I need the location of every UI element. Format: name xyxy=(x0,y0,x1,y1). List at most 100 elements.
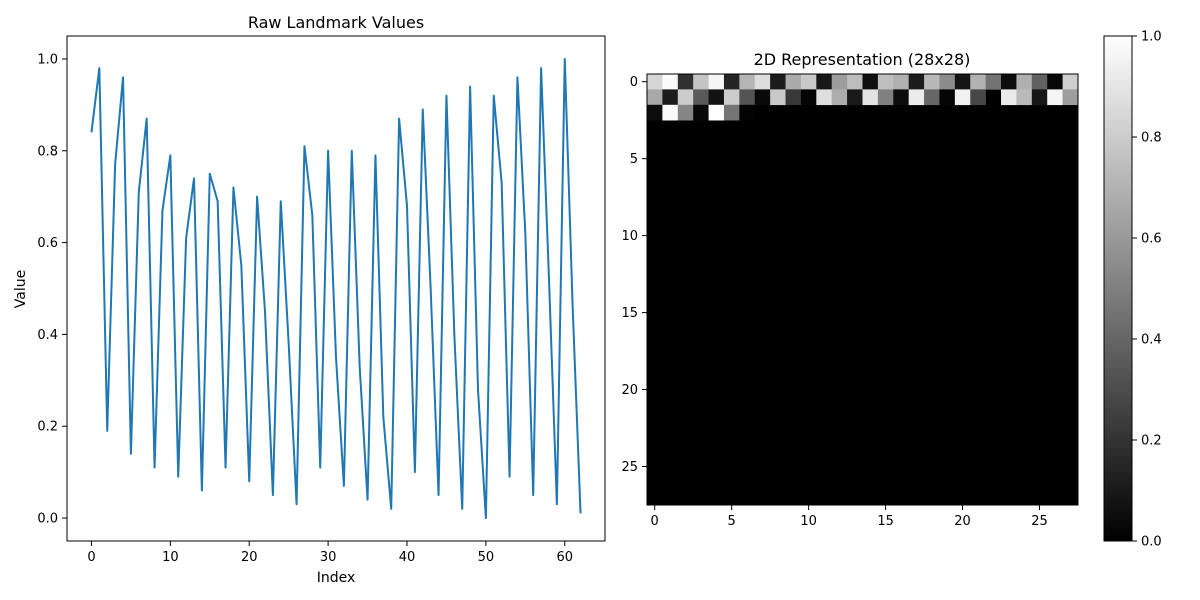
heatmap-cell xyxy=(785,89,802,106)
line-chart-y-tick-label: 0.4 xyxy=(37,328,58,343)
heatmap-cell xyxy=(770,89,786,106)
heatmap-cell xyxy=(739,74,756,90)
heatmap-x-tick-label: 5 xyxy=(728,514,736,529)
heatmap-cell xyxy=(754,89,771,106)
line-chart-y-tick-label: 0.6 xyxy=(37,236,58,251)
heatmap-cell xyxy=(1031,89,1048,106)
heatmap-cell xyxy=(662,74,679,90)
colorbar-tick-label: 1.0 xyxy=(1141,30,1162,45)
heatmap-cell xyxy=(924,89,940,106)
heatmap-cell xyxy=(847,74,863,90)
heatmap-x-tick-label: 10 xyxy=(800,514,817,529)
heatmap-y-tick-label: 20 xyxy=(621,383,638,398)
line-chart-x-tick-label: 20 xyxy=(241,550,258,565)
heatmap-cell xyxy=(908,89,925,106)
heatmap-cell xyxy=(662,104,679,121)
heatmap-cell xyxy=(647,89,663,106)
heatmap-cell xyxy=(985,74,1002,90)
heatmap-cell xyxy=(893,74,909,90)
heatmap-cell xyxy=(647,74,663,90)
colorbar-tick-label: 0.8 xyxy=(1141,131,1162,146)
line-chart-x-tick-label: 50 xyxy=(478,550,495,565)
heatmap-y-tick-label: 25 xyxy=(621,460,638,475)
heatmap-y-tick-label: 0 xyxy=(630,75,638,90)
line-chart-plot-frame xyxy=(66,35,606,542)
heatmap-cell xyxy=(723,104,740,121)
line-chart-series xyxy=(90,57,582,520)
heatmap-frame xyxy=(646,73,1079,506)
heatmap-y-ticks: 0 5 10 15 20 25 xyxy=(621,75,647,475)
heatmap-cell xyxy=(893,89,909,106)
heatmap-cell xyxy=(1062,74,1079,90)
heatmap-y-tick-label: 10 xyxy=(621,229,638,244)
heatmap-y-tick-label: 15 xyxy=(621,306,638,321)
line-chart-y-ticks: 0.0 0.2 0.4 0.6 0.8 1.0 xyxy=(37,52,67,527)
heatmap-cell xyxy=(1031,74,1048,90)
heatmap-cell xyxy=(862,89,879,106)
heatmap-cell xyxy=(723,89,740,106)
line-chart: Raw Landmark Values 0 10 20 30 40 50 60 0.0 0.2… xyxy=(13,13,606,586)
heatmap-cell xyxy=(1001,89,1017,106)
line-chart-y-tick-label: 1.0 xyxy=(37,52,58,67)
line-chart-title: Raw Landmark Values xyxy=(248,13,424,32)
heatmap-cell xyxy=(970,89,986,106)
colorbar-tick-label: 0.6 xyxy=(1141,232,1162,247)
line-chart-x-tick-label: 0 xyxy=(87,550,95,565)
heatmap-cell xyxy=(693,104,709,121)
heatmap-cell xyxy=(877,89,894,106)
heatmap-cells xyxy=(647,74,1079,505)
heatmap-cell xyxy=(647,104,663,121)
heatmap-cell xyxy=(662,89,679,106)
heatmap-cell xyxy=(739,104,756,121)
heatmap-x-ticks: 0 5 10 15 20 25 xyxy=(651,505,1048,529)
line-chart-y-tick-label: 0.2 xyxy=(37,420,58,435)
heatmap-cell xyxy=(831,89,848,106)
line-chart-x-tick-label: 40 xyxy=(399,550,416,565)
heatmap-cell xyxy=(754,74,771,90)
heatmap-cell xyxy=(924,74,940,90)
heatmap-cell xyxy=(785,74,802,90)
heatmap-cell xyxy=(816,89,833,106)
heatmap-cell xyxy=(877,74,894,90)
heatmap-cell xyxy=(693,89,709,106)
heatmap-cell xyxy=(1016,89,1033,106)
colorbar-tick-label: 0.2 xyxy=(1141,434,1162,449)
heatmap-cell xyxy=(1001,74,1017,90)
heatmap-cell xyxy=(739,89,756,106)
heatmap-cell xyxy=(708,89,725,106)
heatmap-cell xyxy=(831,74,848,90)
heatmap-cell xyxy=(970,74,986,90)
heatmap-cell xyxy=(908,74,925,90)
line-chart-y-axis-label: Value xyxy=(13,270,29,308)
colorbar-ticks: 0.0 0.2 0.4 0.6 0.8 1.0 xyxy=(1132,30,1162,550)
heatmap-x-tick-label: 0 xyxy=(651,514,659,529)
heatmap-cell xyxy=(954,74,971,90)
heatmap-cell xyxy=(693,74,709,90)
heatmap-cell xyxy=(862,74,879,90)
heatmap-x-tick-label: 20 xyxy=(954,514,971,529)
heatmap-chart: 2D Representation (28x28) 0 5 10 15 20 25 0 5 1… xyxy=(621,50,1079,529)
heatmap-cell xyxy=(770,74,786,90)
colorbar: 0.0 0.2 0.4 0.6 0.8 1.0 xyxy=(1103,30,1162,550)
heatmap-background xyxy=(647,74,1078,505)
heatmap-cell xyxy=(708,74,725,90)
line-chart-series-line xyxy=(90,57,582,520)
heatmap-cell xyxy=(847,89,863,106)
heatmap-cell xyxy=(1047,74,1063,90)
heatmap-cell xyxy=(939,89,956,106)
heatmap-cell xyxy=(677,89,694,106)
colorbar-tick-label: 0.0 xyxy=(1141,535,1162,550)
heatmap-cell xyxy=(1047,89,1063,106)
heatmap-x-tick-label: 25 xyxy=(1031,514,1048,529)
heatmap-cell xyxy=(708,104,725,121)
colorbar-tick-label: 0.4 xyxy=(1141,333,1162,348)
line-chart-x-tick-label: 10 xyxy=(162,550,179,565)
heatmap-x-tick-label: 15 xyxy=(877,514,894,529)
heatmap-cell xyxy=(800,89,817,106)
heatmap-title: 2D Representation (28x28) xyxy=(754,50,971,69)
line-chart-x-tick-label: 30 xyxy=(320,550,337,565)
heatmap-cell xyxy=(954,89,971,106)
heatmap-cell xyxy=(723,74,740,90)
heatmap-cell xyxy=(800,74,817,90)
heatmap-cell xyxy=(1016,74,1033,90)
